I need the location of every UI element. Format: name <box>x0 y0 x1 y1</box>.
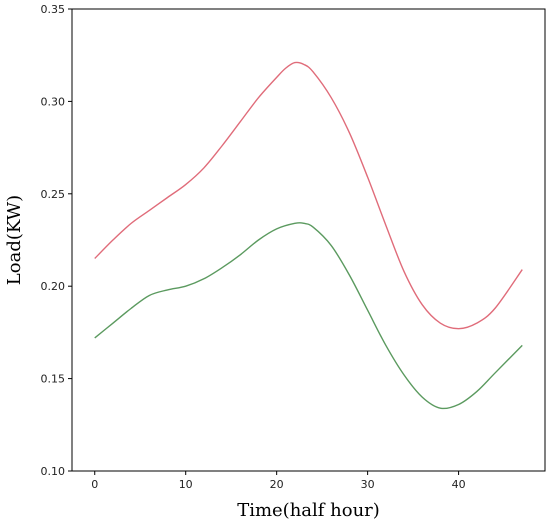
x-axis-title: Time(half hour) <box>237 500 380 521</box>
x-tick-label: 0 <box>91 478 98 491</box>
y-tick-label: 0.20 <box>41 280 66 293</box>
y-tick-label: 0.10 <box>41 465 66 478</box>
series-layer <box>94 61 523 410</box>
x-tick-label: 40 <box>452 478 466 491</box>
x-axis: 0 10 20 30 40 <box>91 471 466 491</box>
y-tick-label: 0.15 <box>41 373 66 386</box>
series-line-2 <box>94 222 523 410</box>
x-tick-label: 30 <box>361 478 375 491</box>
y-axis-title: Load(KW) <box>4 195 25 285</box>
x-tick-label: 10 <box>179 478 193 491</box>
y-axis: 0.10 0.15 0.20 0.25 0.30 0.35 <box>41 3 72 478</box>
y-tick-label: 0.35 <box>41 3 66 16</box>
series-line-1 <box>94 61 523 330</box>
x-tick-label: 20 <box>270 478 284 491</box>
y-tick-label: 0.30 <box>41 95 66 108</box>
y-tick-label: 0.25 <box>41 188 66 201</box>
plot-area <box>71 8 546 472</box>
